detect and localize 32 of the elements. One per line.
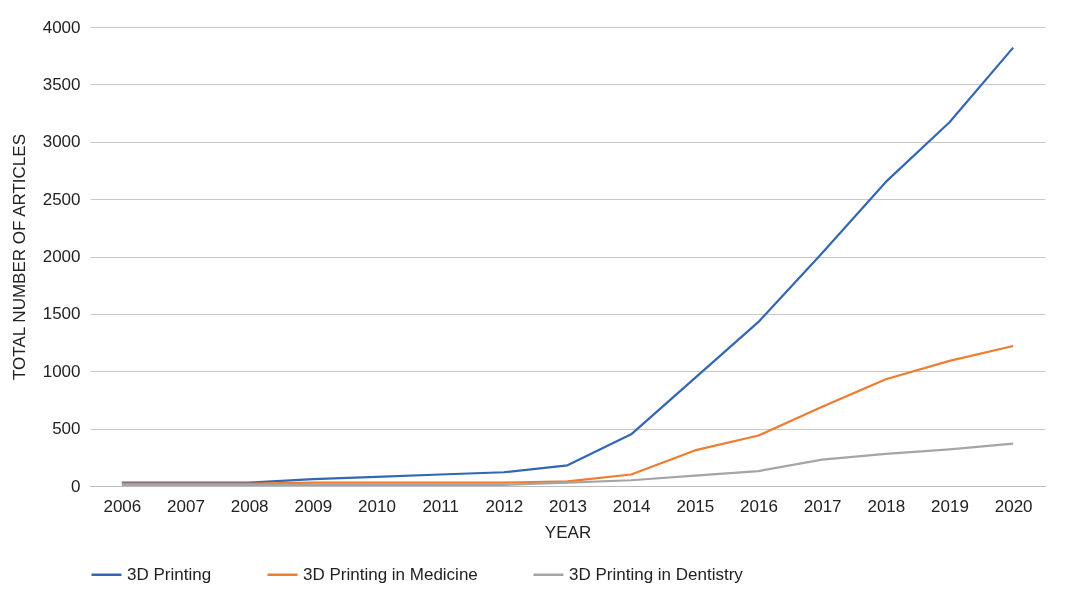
line-series (120, 442, 1015, 486)
x-tick-label: 2019 (931, 496, 969, 516)
x-tick-label: 2008 (230, 496, 269, 516)
x-tick-label: 2016 (740, 496, 778, 516)
x-tick-label: 2018 (867, 496, 906, 516)
x-tick-label: 2011 (422, 496, 459, 516)
x-tick-label: 2014 (612, 496, 651, 516)
line-series (120, 344, 1015, 485)
x-tick-label: 2007 (167, 496, 205, 516)
x-axis-title: YEAR (544, 522, 592, 542)
legend-label: 3D Printing (127, 564, 212, 584)
y-tick-label: 1500 (42, 304, 81, 324)
line-series (120, 46, 1015, 484)
y-tick-label: 0 (71, 476, 81, 496)
y-tick-label: 500 (52, 419, 81, 439)
x-tick-label: 2013 (549, 496, 587, 516)
y-axis-title: TOTAL NUMBER OF ARTICLES (9, 134, 29, 380)
y-tick-label: 4000 (42, 17, 81, 37)
x-tick-label: 2010 (358, 496, 396, 516)
y-tick-label: 2500 (42, 189, 81, 209)
x-tick-label: 2012 (485, 496, 524, 516)
y-tick-label: 3500 (42, 74, 81, 94)
y-tick-label: 1000 (42, 361, 81, 381)
x-tick-label: 2020 (994, 496, 1033, 516)
x-tick-label: 2009 (294, 496, 333, 516)
legend-label: 3D Printing in Medicine (303, 564, 478, 584)
x-tick-label: 2017 (803, 496, 842, 516)
y-tick-label: 2000 (42, 247, 81, 266)
legend-label: 3D Printing in Dentistry (569, 564, 744, 584)
x-tick-label: 2015 (676, 496, 715, 516)
y-tick-label: 3000 (42, 132, 81, 152)
x-tick-label: 2006 (103, 496, 142, 516)
